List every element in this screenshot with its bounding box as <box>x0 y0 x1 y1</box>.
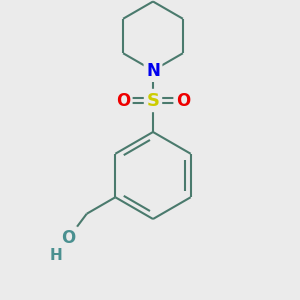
Text: O: O <box>176 92 190 110</box>
Text: S: S <box>146 92 160 110</box>
Text: O: O <box>61 229 76 247</box>
Text: H: H <box>50 248 62 262</box>
Text: N: N <box>146 61 160 80</box>
Text: O: O <box>116 92 130 110</box>
